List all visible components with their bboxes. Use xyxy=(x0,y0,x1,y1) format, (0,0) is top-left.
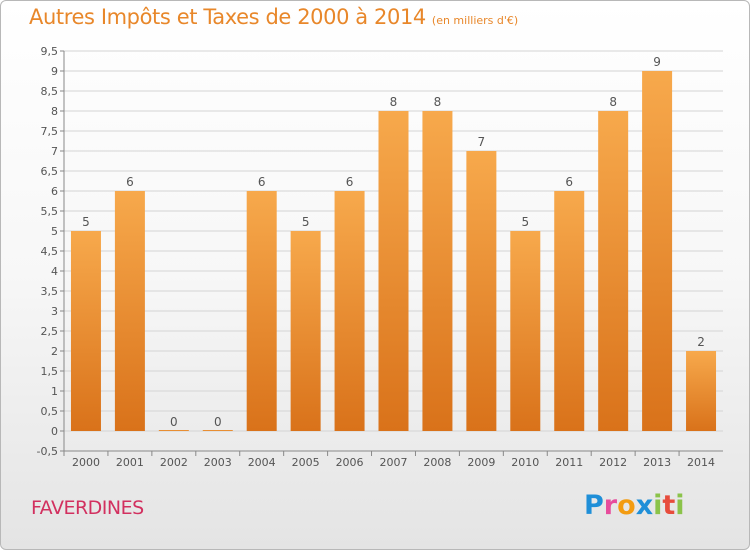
y-tick-label: 8,5 xyxy=(41,85,59,98)
bar xyxy=(686,351,717,431)
y-tick-label: 6 xyxy=(51,185,58,198)
bar xyxy=(554,191,585,431)
data-label: 0 xyxy=(170,415,178,429)
bar xyxy=(158,430,189,431)
chart-title-text: Autres Impôts et Taxes de 2000 à 2014 xyxy=(29,5,426,29)
logo-letter: r xyxy=(603,490,618,521)
x-tick-label: 2014 xyxy=(687,456,715,469)
y-tick-label: 9,5 xyxy=(41,45,59,58)
commune-name: FAVERDINES xyxy=(31,497,144,519)
x-tick-label: 2008 xyxy=(423,456,451,469)
x-tick-label: 2000 xyxy=(72,456,100,469)
data-label: 9 xyxy=(653,55,661,69)
data-label: 6 xyxy=(565,175,573,189)
y-tick-label: -0,5 xyxy=(37,445,58,458)
bar xyxy=(510,231,541,431)
data-label: 5 xyxy=(302,215,310,229)
proxiti-logo: Proxiti xyxy=(584,490,685,521)
y-tick-label: 3 xyxy=(51,305,58,318)
x-tick-label: 2009 xyxy=(467,456,495,469)
data-label: 7 xyxy=(478,135,486,149)
x-tick-label: 2010 xyxy=(511,456,539,469)
bar xyxy=(466,151,497,431)
data-label: 8 xyxy=(390,95,398,109)
data-label: 6 xyxy=(126,175,134,189)
y-tick-label: 9 xyxy=(51,65,58,78)
logo-letter: o xyxy=(617,490,636,521)
x-tick-label: 2004 xyxy=(248,456,276,469)
logo-letter: x xyxy=(635,490,654,521)
x-tick-label: 2011 xyxy=(555,456,583,469)
y-tick-label: 4,5 xyxy=(41,245,59,258)
bar xyxy=(114,191,145,431)
data-label: 5 xyxy=(82,215,90,229)
logo-letter: i xyxy=(653,490,663,521)
y-tick-label: 1,5 xyxy=(41,365,59,378)
chart-subtitle: (en milliers d'€) xyxy=(431,14,519,27)
y-tick-label: 8 xyxy=(51,105,58,118)
logo-letter: i xyxy=(675,490,685,521)
x-tick-label: 2002 xyxy=(160,456,188,469)
x-tick-label: 2012 xyxy=(599,456,627,469)
y-tick-label: 6,5 xyxy=(41,165,59,178)
y-tick-label: 5 xyxy=(51,225,58,238)
y-tick-label: 5,5 xyxy=(41,205,59,218)
data-label: 6 xyxy=(346,175,354,189)
data-label: 5 xyxy=(521,215,529,229)
data-label: 0 xyxy=(214,415,222,429)
y-tick-label: 0,5 xyxy=(41,405,59,418)
y-tick-label: 4 xyxy=(51,265,58,278)
x-tick-label: 2007 xyxy=(380,456,408,469)
bar xyxy=(642,71,673,431)
logo-letter: t xyxy=(662,490,676,521)
y-tick-label: 3,5 xyxy=(41,285,59,298)
y-tick-label: 2 xyxy=(51,345,58,358)
x-tick-label: 2013 xyxy=(643,456,671,469)
logo-letter: P xyxy=(584,490,604,521)
y-tick-label: 7,5 xyxy=(41,125,59,138)
y-tick-label: 2,5 xyxy=(41,325,59,338)
data-label: 8 xyxy=(609,95,617,109)
bar xyxy=(378,111,409,431)
data-label: 8 xyxy=(434,95,442,109)
chart-title: Autres Impôts et Taxes de 2000 à 2014 (en… xyxy=(29,5,518,29)
data-label: 2 xyxy=(697,335,705,349)
bar xyxy=(246,191,277,431)
x-tick-label: 2003 xyxy=(204,456,232,469)
bar xyxy=(422,111,453,431)
bar xyxy=(598,111,629,431)
bar xyxy=(202,430,233,431)
x-tick-label: 2006 xyxy=(336,456,364,469)
y-tick-label: 1 xyxy=(51,385,58,398)
data-label: 6 xyxy=(258,175,266,189)
y-tick-label: 7 xyxy=(51,145,58,158)
x-tick-label: 2005 xyxy=(292,456,320,469)
bar xyxy=(290,231,321,431)
y-tick-label: 0 xyxy=(51,425,58,438)
bar xyxy=(334,191,365,431)
x-tick-label: 2001 xyxy=(116,456,144,469)
bar xyxy=(70,231,101,431)
